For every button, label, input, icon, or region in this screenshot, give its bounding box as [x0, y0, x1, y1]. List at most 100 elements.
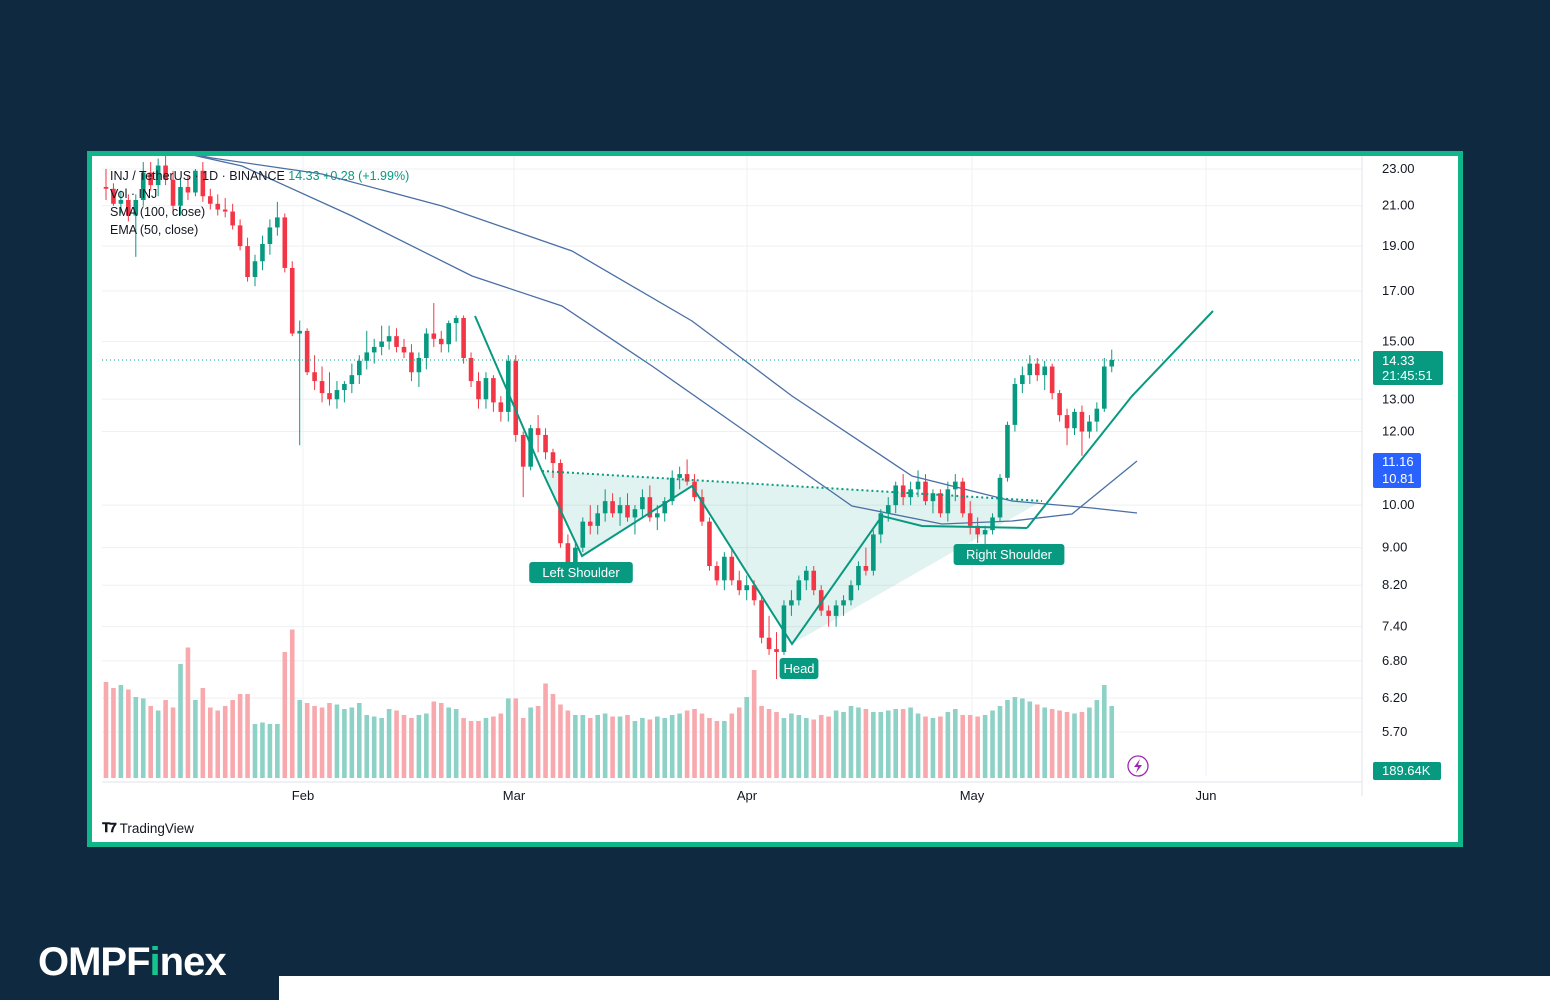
candle-body: [669, 477, 675, 502]
volume-bar: [252, 724, 258, 778]
volume-bar: [602, 713, 608, 778]
candle-body: [178, 186, 183, 206]
chart-frame: 23.00 21.00 19.00 17.00 15.00 13.00 12.00 10.00…: [87, 151, 1463, 847]
candle-body: [438, 338, 444, 345]
candle-body: [483, 378, 489, 400]
candle-body: [476, 381, 481, 400]
volume-bar: [319, 707, 325, 778]
volume-bar: [863, 709, 869, 778]
candlestick-chart[interactable]: 23.00 21.00 19.00 17.00 15.00 13.00 12.00 10.00…: [92, 156, 1458, 842]
volume-bar: [379, 718, 384, 778]
tradingview-logo[interactable]: 𝐓𝟕 TradingView: [102, 820, 194, 836]
candle-body: [908, 489, 913, 498]
candle-body: [602, 501, 608, 514]
volume-bar: [304, 703, 310, 778]
candle-body: [528, 428, 533, 467]
volume-bar: [595, 715, 600, 778]
candle-body: [617, 505, 623, 514]
candle-body: [513, 360, 519, 435]
candle-body: [1094, 408, 1100, 422]
volume-bar: [178, 664, 183, 778]
candle-body: [1102, 366, 1107, 409]
volume-bar: [111, 688, 116, 778]
candle-body: [744, 585, 749, 591]
candle-body: [565, 543, 571, 567]
candle-body: [498, 402, 504, 412]
y-tick-label: 7.40: [1382, 619, 1407, 634]
volume-bar: [424, 713, 429, 778]
volume-bar: [669, 715, 675, 778]
volume-bar: [453, 709, 459, 778]
candle-body: [1049, 366, 1055, 394]
candle-body: [297, 330, 302, 334]
candle-body: [543, 434, 548, 453]
legend-ema[interactable]: EMA (50, close): [110, 223, 199, 237]
candle-body: [535, 428, 541, 435]
volume-bar: [446, 707, 451, 778]
y-tick-label: 8.20: [1382, 577, 1407, 592]
candle-body: [349, 375, 355, 385]
candle-body: [707, 521, 712, 567]
candle-body: [1064, 415, 1070, 429]
candle-body: [863, 566, 869, 571]
pattern-zigzag: [474, 315, 1028, 646]
annotation-right-shoulder-bg: [953, 544, 1065, 565]
candle-body: [848, 585, 854, 601]
candle-body: [558, 463, 563, 544]
candle-body: [1109, 359, 1115, 367]
legend-symbol: INJ / TetherUS · 1D · BINANCE: [110, 169, 285, 183]
volume-bar: [967, 715, 973, 778]
volume-bar: [1027, 701, 1033, 778]
legend-symbol-row[interactable]: INJ / TetherUS · 1D · BINANCE 14.33 +0.2…: [110, 167, 409, 185]
volume-bar: [841, 712, 846, 778]
candle-body: [200, 170, 206, 197]
volume-bar: [513, 698, 519, 778]
candle-body: [781, 605, 787, 652]
candle-body: [804, 570, 809, 581]
candle-body: [118, 199, 124, 204]
volume-bar: [155, 710, 161, 778]
volume-bar: [476, 721, 481, 778]
legend-volume[interactable]: Vol · INJ: [110, 187, 158, 201]
candle-body: [230, 211, 235, 226]
candle-body: [684, 474, 690, 482]
y-tick-label: 23.00: [1382, 161, 1415, 176]
volume-bar: [573, 715, 578, 778]
volume-bar: [655, 716, 660, 778]
volume-bar: [289, 629, 295, 778]
volume-bar: [625, 715, 630, 778]
x-tick-label: Jun: [1196, 788, 1217, 803]
candle-body: [662, 501, 668, 514]
candle-body: [945, 489, 951, 514]
volume-bar: [900, 709, 906, 778]
volume-bar: [126, 689, 131, 778]
candle-body: [491, 378, 496, 403]
ma-badge: [1373, 453, 1421, 488]
legend-sma[interactable]: SMA (100, close): [110, 205, 206, 219]
sma-line: [198, 156, 1138, 514]
volume-bar: [997, 706, 1003, 778]
candle-body: [1005, 424, 1010, 478]
candle-body: [431, 333, 437, 339]
candle-body: [312, 372, 317, 382]
volume-bar: [759, 706, 764, 778]
candle-body: [811, 570, 817, 591]
volume-bar: [230, 700, 235, 778]
annotation-left-shoulder: Left Shoulder: [542, 565, 620, 580]
volume-bar: [580, 715, 586, 778]
volume-bar: [640, 718, 645, 778]
candle-body: [751, 585, 757, 601]
candle-body: [975, 525, 980, 535]
candle-body: [759, 600, 764, 638]
volume-bar: [587, 718, 593, 778]
volume-bar: [908, 707, 913, 778]
y-tick-label: 21.00: [1382, 198, 1415, 213]
volume-bar: [1072, 713, 1077, 778]
candle-body: [222, 209, 228, 212]
candle-body: [327, 393, 332, 400]
volume-bar: [386, 709, 392, 778]
volume-value-label: 189.64K: [1382, 763, 1431, 778]
candle-body: [1012, 384, 1018, 425]
volume-bar: [483, 718, 489, 778]
volume-bar: [833, 710, 839, 778]
